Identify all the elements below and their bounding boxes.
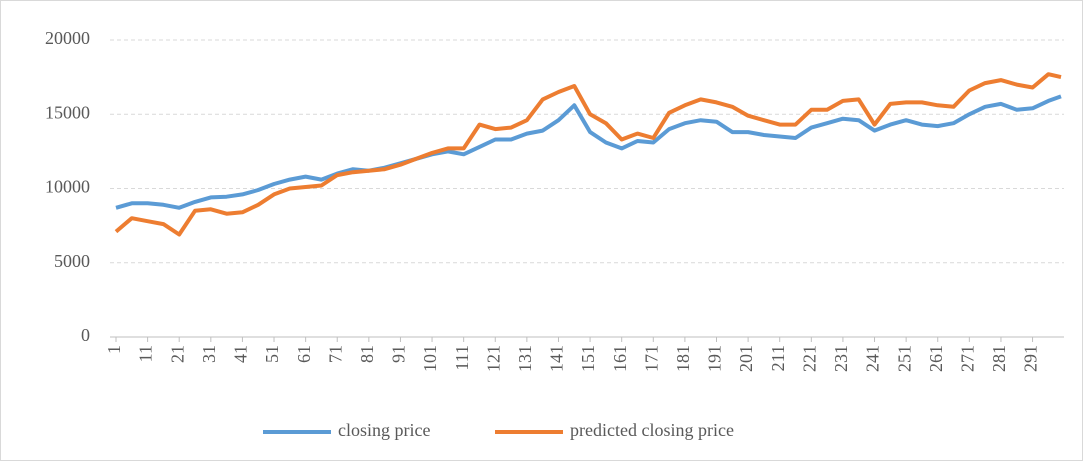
- y-tick-label: 10000: [45, 177, 90, 197]
- x-tick-label: 171: [641, 345, 661, 372]
- legend-label: closing price: [338, 420, 430, 440]
- x-tick-label: 241: [863, 345, 883, 372]
- legend-label: predicted closing price: [570, 420, 734, 440]
- x-tick-label: 261: [926, 345, 946, 372]
- x-tick-label: 41: [231, 345, 251, 363]
- x-tick-label: 21: [167, 345, 187, 363]
- x-tick-label: 151: [578, 345, 598, 372]
- series-line: [114, 72, 1062, 237]
- x-tick-label: 91: [389, 345, 409, 363]
- x-tick-label: 1: [104, 345, 124, 354]
- x-tick-label: 271: [957, 345, 977, 372]
- x-tick-label: 111: [452, 345, 472, 371]
- x-tick-label: 181: [673, 345, 693, 372]
- x-tick-label: 141: [547, 345, 567, 372]
- x-tick-label: 31: [199, 345, 219, 363]
- x-tick-label: 131: [515, 345, 535, 372]
- x-tick-label: 121: [483, 345, 503, 372]
- x-tick-label: 51: [262, 345, 282, 363]
- y-tick-label: 0: [81, 325, 90, 345]
- x-tick-label: 211: [768, 345, 788, 371]
- y-tick-label: 15000: [45, 102, 90, 122]
- x-tick-label: 61: [294, 345, 314, 363]
- x-tick-label: 11: [136, 345, 156, 362]
- x-tick-label: 71: [325, 345, 345, 363]
- y-tick-label: 20000: [45, 28, 90, 48]
- x-tick-label: 251: [894, 345, 914, 372]
- x-tick-label: 81: [357, 345, 377, 363]
- x-tick-label: 221: [799, 345, 819, 372]
- series-line: [115, 94, 1062, 210]
- x-tick-label: 161: [610, 345, 630, 372]
- x-tick-label: 281: [989, 345, 1009, 372]
- x-tick-label: 291: [1021, 345, 1041, 372]
- y-tick-label: 5000: [54, 251, 90, 271]
- x-tick-label: 191: [705, 345, 725, 372]
- x-tick-label: 231: [831, 345, 851, 372]
- x-tick-label: 101: [420, 345, 440, 372]
- x-tick-label: 201: [736, 345, 756, 372]
